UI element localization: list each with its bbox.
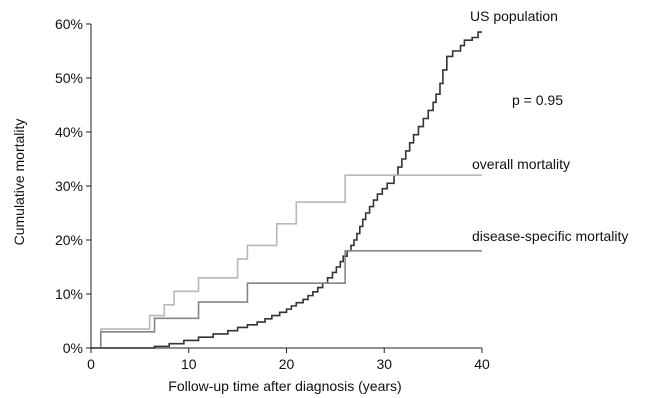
y-tick-label: 40% xyxy=(55,124,83,140)
y-tick-label: 30% xyxy=(55,178,83,194)
y-tick-label: 20% xyxy=(55,232,83,248)
series-layer xyxy=(91,31,482,349)
y-tick-label: 0% xyxy=(63,340,83,356)
x-tick-label: 30 xyxy=(376,356,392,372)
x-tick-label: 10 xyxy=(181,356,197,372)
series-line-overall-mortality xyxy=(91,174,482,349)
series-label-overall-mortality: overall mortality xyxy=(472,156,570,172)
x-ticks: 0 10 20 30 40 xyxy=(87,348,490,372)
series-labels: US population overall mortality disease-sp… xyxy=(470,8,628,244)
y-tick-label: 60% xyxy=(55,16,83,32)
x-tick-label: 20 xyxy=(279,356,295,372)
y-ticks: 0% 10% 20% 30% 40% 50% 60% xyxy=(55,16,91,356)
x-tick-label: 40 xyxy=(474,356,490,372)
series-label-disease-specific-mortality: disease-specific mortality xyxy=(472,228,628,244)
series-label-us-population: US population xyxy=(470,8,558,24)
y-tick-label: 10% xyxy=(55,286,83,302)
y-tick-label: 50% xyxy=(55,70,83,86)
y-axis-label: Cumulative mortality xyxy=(11,119,27,246)
series-line-us-population xyxy=(91,31,482,349)
series-line-disease-specific-mortality xyxy=(91,250,482,349)
p-value-annotation: p = 0.95 xyxy=(512,92,563,108)
x-axis-label: Follow-up time after diagnosis (years) xyxy=(168,378,401,394)
x-tick-label: 0 xyxy=(87,356,95,372)
